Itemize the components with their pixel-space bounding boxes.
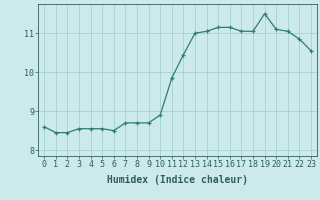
X-axis label: Humidex (Indice chaleur): Humidex (Indice chaleur): [107, 175, 248, 185]
